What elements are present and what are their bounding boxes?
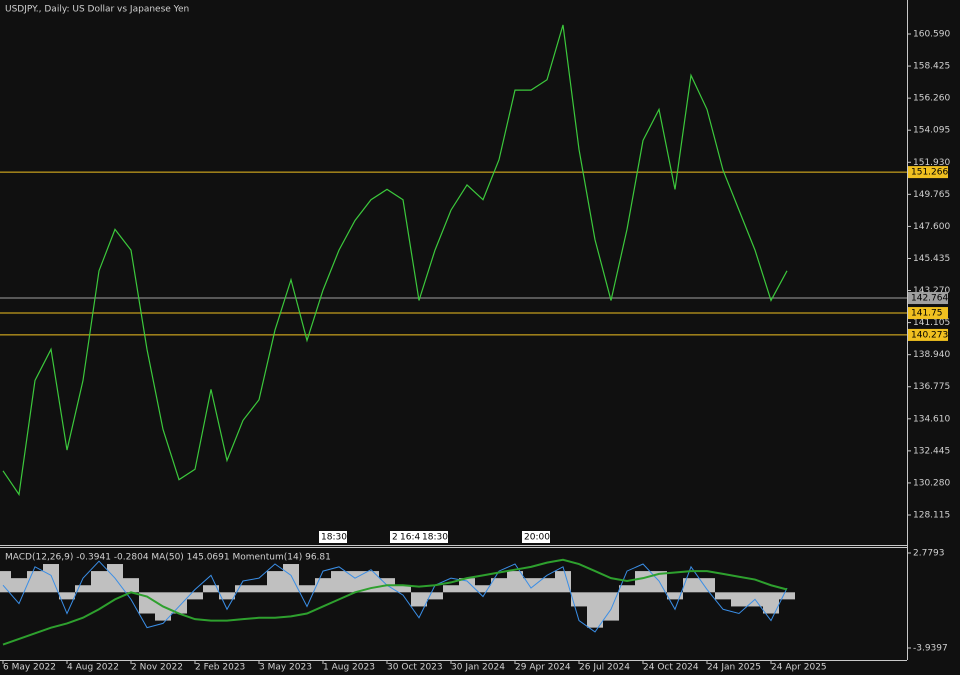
x-tick-label: 3 May 2023 <box>259 663 312 673</box>
level-tag <box>908 328 948 341</box>
session-tag <box>319 531 347 543</box>
macd-bar <box>315 578 331 593</box>
macd-bar <box>587 592 603 628</box>
y-tick-label: 136.775 <box>913 382 950 392</box>
session-label: 18:30 <box>422 533 448 543</box>
macd-bar <box>699 578 715 593</box>
macd-bar <box>171 592 187 614</box>
macd-bar <box>443 585 459 593</box>
y-tick-label: 134.610 <box>913 414 950 424</box>
level-tag <box>908 292 948 305</box>
level-tag <box>908 307 948 320</box>
x-tick-label: 26 Jul 2024 <box>579 663 630 673</box>
x-tick-label: 30 Oct 2023 <box>387 663 443 673</box>
macd-bar <box>251 585 267 593</box>
session-tag <box>522 531 550 543</box>
macd-bar <box>0 571 11 593</box>
y-tick-label: -3.9397 <box>913 644 948 654</box>
session-label: 16:45 <box>400 533 426 543</box>
level-label: 140.273 <box>911 330 948 340</box>
x-tick-label: 29 Apr 2024 <box>515 663 571 673</box>
macd-bar <box>139 592 155 614</box>
y-tick-label: 130.280 <box>913 478 950 488</box>
macd-bar <box>731 592 747 607</box>
y-tick-label: 158.425 <box>913 62 950 72</box>
macd-bar <box>235 585 251 593</box>
macd-bar <box>203 585 219 593</box>
macd-bar <box>59 592 75 600</box>
macd-bar <box>299 585 315 593</box>
session-label: 20 <box>392 533 404 543</box>
macd-bar <box>635 571 651 593</box>
level-label: 141.75 <box>911 309 943 319</box>
macd-bar <box>763 592 779 614</box>
macd-bar <box>475 585 491 593</box>
macd-bar <box>91 571 107 593</box>
y-tick-label: 147.600 <box>913 222 950 232</box>
macd-bar <box>123 578 139 593</box>
price-line <box>2 24 788 497</box>
x-tick-label: 24 Apr 2025 <box>771 663 827 673</box>
macd-bar <box>683 578 699 593</box>
y-tick-label: 141.105 <box>913 318 950 328</box>
x-tick-label: 1 Aug 2023 <box>323 663 375 673</box>
y-tick-label: 132.445 <box>913 446 950 456</box>
macd-bar <box>331 571 347 593</box>
macd-bar <box>555 571 571 593</box>
macd-bar <box>779 592 795 600</box>
session-tag <box>398 531 426 543</box>
macd-bar <box>507 571 523 593</box>
macd-bar <box>75 585 91 593</box>
y-tick-label: 128.115 <box>913 511 950 521</box>
x-tick-label: 30 Jan 2024 <box>451 663 505 673</box>
macd-bar <box>571 592 587 607</box>
y-tick-label: 151.930 <box>913 158 950 168</box>
macd-bar <box>187 592 203 600</box>
macd-bar <box>619 585 635 593</box>
level-label: 151.266 <box>911 168 948 178</box>
macd-bar <box>411 592 427 607</box>
macd-bar <box>491 578 507 593</box>
macd-bar <box>267 571 283 593</box>
x-tick-label: 2 Feb 2023 <box>195 663 245 673</box>
chart-title: USDJPY., Daily: US Dollar vs Japanese Ye… <box>5 5 189 15</box>
macd-bar <box>539 578 555 593</box>
macd-bar <box>459 578 475 593</box>
y-tick-label: 2.7793 <box>913 549 945 559</box>
session-label: 18:30 <box>321 533 347 543</box>
y-tick-label: 143.270 <box>913 286 950 296</box>
macd-bar <box>667 592 683 600</box>
indicator-title: MACD(12,26,9) -0.3941 -0.2804 MA(50) 145… <box>5 553 331 563</box>
y-tick-label: 156.260 <box>913 94 950 104</box>
indicator-line <box>2 560 788 633</box>
session-label: 20:00 <box>524 533 550 543</box>
y-tick-label: 149.765 <box>913 190 950 200</box>
x-tick-label: 24 Oct 2024 <box>643 663 699 673</box>
y-tick-label: 138.940 <box>913 350 950 360</box>
macd-bar <box>715 592 731 600</box>
macd-bar <box>395 585 411 593</box>
macd-bar <box>427 592 443 600</box>
macd-bar <box>219 592 235 600</box>
x-tick-label: 24 Jan 2025 <box>707 663 761 673</box>
y-tick-label: 145.435 <box>913 254 950 264</box>
y-tick-label: 160.590 <box>913 30 950 40</box>
level-label: 142.764 <box>911 294 948 304</box>
session-tag <box>420 531 448 543</box>
x-tick-label: 4 Aug 2022 <box>67 663 119 673</box>
macd-bar <box>11 578 27 593</box>
indicator-line <box>2 558 788 646</box>
level-tag <box>908 166 948 179</box>
macd-bar <box>283 564 299 593</box>
y-tick-label: 154.095 <box>913 126 950 136</box>
x-tick-label: 2 Nov 2022 <box>131 663 183 673</box>
x-tick-label: 6 May 2022 <box>3 663 56 673</box>
macd-bar <box>27 571 43 593</box>
